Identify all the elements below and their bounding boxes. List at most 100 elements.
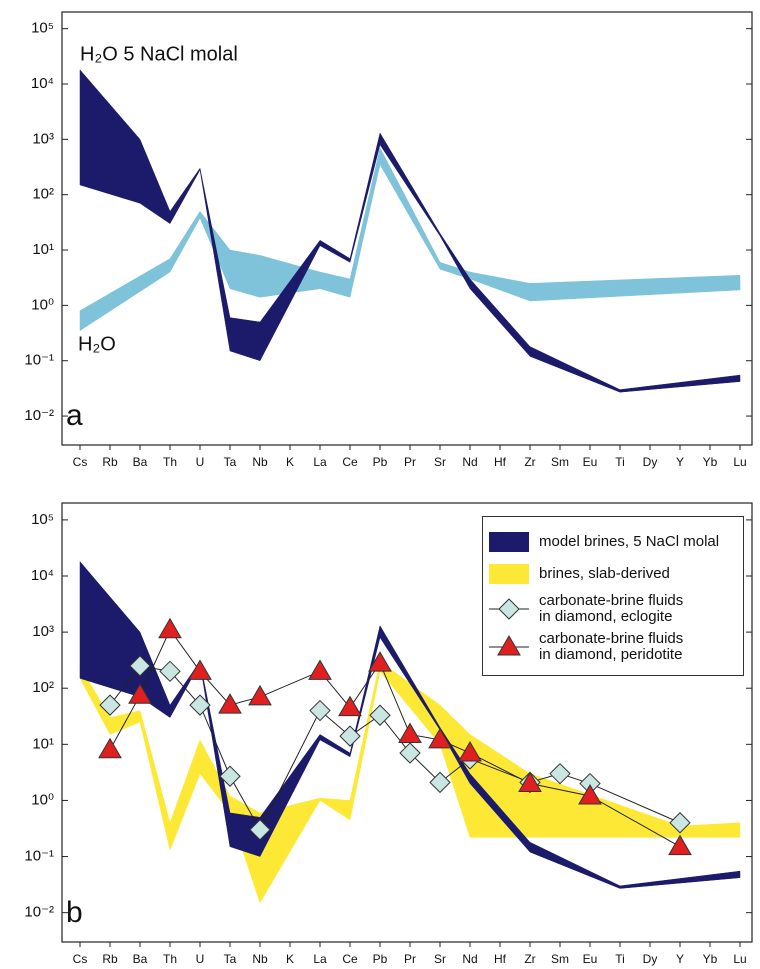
x-tick-label: Rb — [102, 455, 118, 469]
legend-swatch — [489, 564, 529, 584]
x-tick-label: La — [313, 952, 327, 966]
y-tick-label: 10⁻² — [24, 904, 54, 921]
x-tick-label: Ti — [615, 455, 625, 469]
x-tick-label: Rb — [102, 952, 118, 966]
diamond-marker — [309, 699, 331, 722]
x-tick-label: Pr — [404, 952, 416, 966]
triangle-marker — [98, 737, 122, 759]
x-tick-label: Pr — [404, 455, 416, 469]
x-tick-label: Dy — [643, 952, 658, 966]
panel-label: b — [66, 896, 83, 929]
x-tick-label: U — [196, 455, 205, 469]
x-tick-label: Lu — [733, 952, 746, 966]
legend-patch — [489, 564, 529, 584]
x-tick-label: Ba — [133, 455, 148, 469]
diamond-marker — [498, 598, 520, 620]
y-tick-label: 10⁻² — [24, 407, 54, 424]
triangle-marker — [368, 651, 392, 672]
y-tick-label: 10⁵ — [31, 511, 54, 528]
legend-swatch — [489, 635, 529, 656]
legend-swatch — [489, 532, 529, 552]
y-tick-label: 10¹ — [32, 241, 54, 258]
y-tick-label: 10⁻¹ — [24, 352, 54, 369]
x-tick-label: Ta — [224, 455, 237, 469]
legend-label: brines, slab-derived — [539, 565, 670, 582]
series-label: H₂O — [78, 333, 116, 355]
triangle-marker — [428, 727, 452, 749]
legend-item: carbonate-brine fluids in diamond, eclog… — [487, 593, 739, 625]
legend-item: brines, slab-derived — [487, 561, 739, 587]
panel: 10⁻² 10⁻¹ 10⁰ 10¹ 10² 10³ 10⁴ 10⁵ Cs Rb Ba Th U Ta Nb K… — [24, 502, 753, 966]
x-tick-label: Hf — [494, 455, 507, 469]
y-tick-label: 10⁴ — [31, 75, 54, 92]
y-tick-label: 10⁰ — [31, 791, 54, 808]
triangle-marker — [188, 659, 212, 680]
x-tick-label: Cs — [73, 952, 88, 966]
x-tick-label: K — [286, 455, 294, 469]
diamond-marker — [669, 812, 691, 834]
diamond-marker — [369, 704, 391, 726]
x-tick-label: Ba — [133, 952, 148, 966]
diamond-marker — [219, 765, 241, 787]
legend-label: carbonate-brine fluids in diamond, eclog… — [539, 592, 684, 625]
triangle-marker — [458, 741, 482, 762]
band — [79, 147, 741, 332]
x-tick-label: Y — [676, 952, 684, 966]
diamond-marker — [99, 694, 121, 716]
triangle-marker — [128, 683, 152, 704]
triangle-marker — [308, 659, 332, 680]
triangle-marker — [398, 722, 422, 743]
x-tick-label: Zr — [524, 455, 535, 469]
x-tick-label: Zr — [524, 952, 535, 966]
legend-item: carbonate-brine fluids in diamond, perid… — [487, 631, 739, 663]
panel-label: a — [66, 399, 83, 432]
triangle-marker — [518, 771, 542, 793]
diamond-marker — [339, 725, 361, 747]
diamond-marker — [159, 660, 181, 683]
triangle-marker — [497, 635, 521, 656]
x-tick-label: Nd — [462, 952, 477, 966]
x-tick-label: Nd — [462, 455, 477, 469]
legend-label: carbonate-brine fluids in diamond, perid… — [539, 630, 684, 663]
diamond-marker — [249, 819, 271, 841]
triangle-marker — [248, 684, 272, 706]
x-tick-label: Cs — [73, 455, 88, 469]
y-tick-label: 10⁵ — [31, 20, 54, 37]
y-tick-label: 10⁰ — [31, 296, 54, 313]
x-tick-label: Yb — [703, 952, 718, 966]
triangle-marker — [578, 784, 602, 805]
x-tick-label: Sr — [434, 455, 446, 469]
x-tick-label: U — [196, 952, 205, 966]
diamond-marker — [189, 694, 211, 716]
series-label: H₂O 5 NaCl molal — [80, 43, 238, 65]
legend-label: model brines, 5 NaCl molal — [539, 533, 720, 550]
legend-item: model brines, 5 NaCl molal — [487, 529, 739, 555]
x-tick-label: Sr — [434, 952, 446, 966]
y-tick-label: 10⁴ — [31, 567, 54, 584]
x-tick-label: Nb — [252, 455, 268, 469]
line — [109, 665, 681, 831]
diamond-marker — [549, 762, 571, 785]
x-tick-label: Sm — [551, 455, 569, 469]
x-tick-label: Nb — [252, 952, 268, 966]
x-tick-label: Ce — [342, 952, 358, 966]
x-tick-label: Sm — [551, 952, 569, 966]
panel: 10⁻² 10⁻¹ 10⁰ 10¹ 10² 10³ 10⁴ 10⁵ Cs Rb Ba Th U Ta Nb K… — [24, 11, 753, 469]
legend-swatch — [489, 598, 529, 620]
x-tick-label: Th — [163, 455, 177, 469]
diamond-marker — [129, 655, 151, 677]
x-tick-label: Yb — [703, 455, 718, 469]
x-tick-label: Lu — [733, 455, 746, 469]
x-tick-label: Pb — [373, 952, 388, 966]
legend-patch — [489, 532, 529, 552]
x-tick-label: Ce — [342, 455, 358, 469]
x-tick-label: Eu — [583, 455, 598, 469]
x-tick-label: Y — [676, 455, 684, 469]
x-tick-label: Eu — [583, 952, 598, 966]
triangle-marker — [158, 617, 182, 639]
x-tick-label: Hf — [494, 952, 507, 966]
x-tick-label: K — [286, 952, 294, 966]
triangle-marker — [218, 693, 242, 714]
